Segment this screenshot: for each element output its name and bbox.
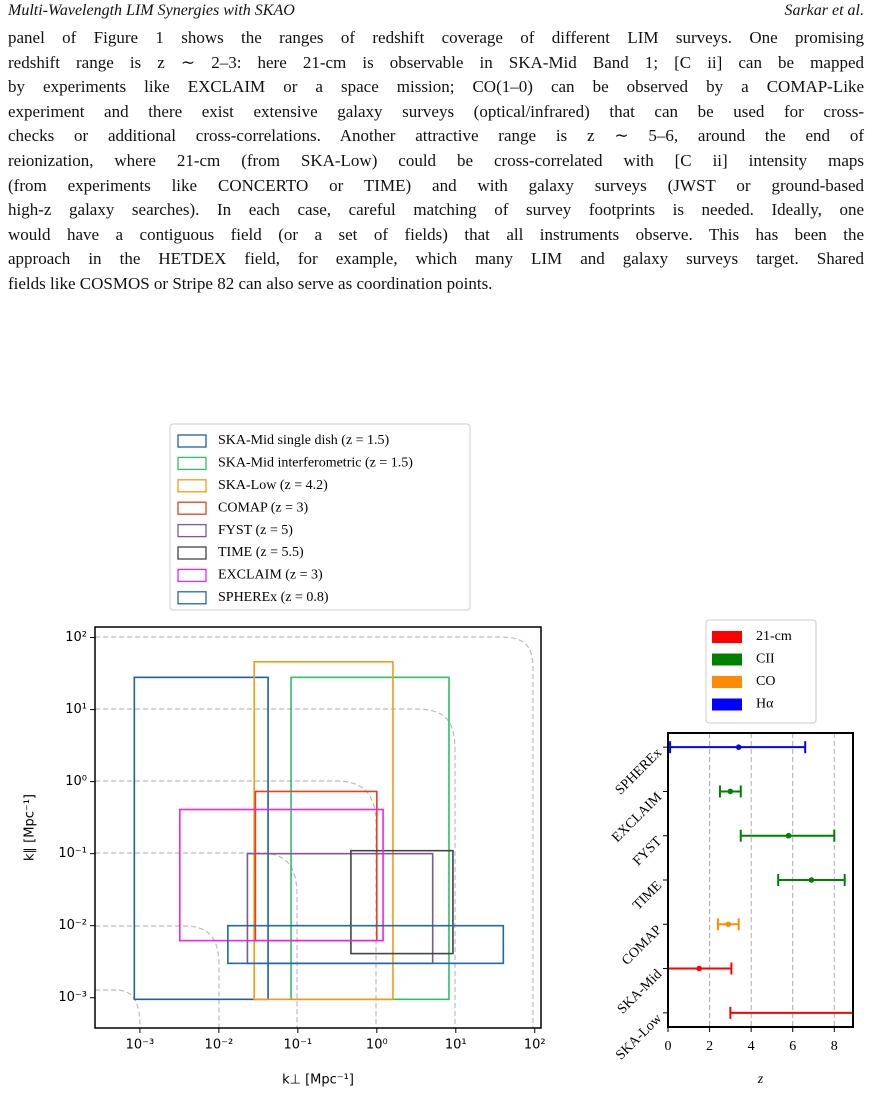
survey-box (246, 852, 434, 965)
plot-frame (94, 626, 542, 1029)
legend-swatch (177, 546, 207, 560)
legend-label: COMAP (z = 3) (218, 500, 309, 515)
legend-swatch (177, 591, 207, 605)
legend-swatch (177, 568, 207, 583)
legend-swatch (712, 631, 742, 643)
legend-label: CII (756, 652, 775, 667)
legend-swatch (177, 479, 207, 493)
error-bars (668, 741, 853, 1019)
y-axis-label: k∥ [Mpc⁻¹] (23, 794, 38, 861)
survey-box (133, 676, 269, 1001)
legend-swatch (177, 523, 207, 538)
text-line: reionization, where 21-cm (from SKA-Low)… (8, 150, 864, 170)
y-tick-label: SKA-Mid (615, 967, 665, 1017)
legend-swatch (712, 698, 742, 711)
y-tick-label: SPHEREx (613, 746, 665, 798)
survey-box (290, 676, 450, 1001)
paragraph: panel of Figure 1 shows the ranges of re… (8, 26, 864, 297)
x-tick-label: 10⁻² (205, 1038, 234, 1053)
y-tick-label: FYST (630, 834, 665, 869)
point (808, 877, 815, 883)
x-tick-label: 4 (748, 1039, 755, 1054)
legend-label: CO (756, 674, 775, 689)
legend-label: SPHEREx (z = 0.8) (218, 590, 329, 605)
legend-label: FYST (z = 5) (218, 523, 293, 538)
text-line: panel of Figure 1 shows the ranges of re… (8, 28, 864, 47)
text-line: checks or additional cross-correlations.… (8, 126, 864, 146)
x-axis-label: z (757, 1072, 764, 1087)
survey-box (254, 790, 378, 942)
text-line: by experiments like EXCLAIM or a space m… (8, 77, 864, 97)
legend-swatch (177, 501, 207, 515)
text-line: would have a contiguous field (or a set … (8, 224, 864, 244)
legend-box (705, 619, 817, 724)
legend-label: SKA-Mid interferometric (z = 1.5) (218, 456, 413, 471)
y-tick-label: SKA-Low (613, 1011, 665, 1063)
text-line: (from experiments like CONCERTO or TIME)… (8, 175, 864, 195)
x-tick-label: 10⁻³ (126, 1038, 155, 1053)
x-tick-label: 2 (706, 1039, 713, 1054)
y-tick-label: 10⁻¹ (58, 846, 87, 861)
x-tick-label: 10⁰ (366, 1038, 388, 1053)
legend-label: EXCLAIM (z = 3) (218, 568, 323, 583)
text-line: high-z galaxy searches). In each case, c… (8, 200, 864, 220)
text-line: redshift range is z ∼ 2–3: here 21-cm is… (8, 52, 864, 72)
legend-swatch (177, 456, 207, 471)
legend-label: SKA-Mid single dish (z = 1.5) (218, 433, 390, 448)
running-authors: Sarkar et al. (784, 2, 864, 19)
y-tick-label: COMAP (619, 923, 665, 969)
text-line: experiment and there exist extensive gal… (8, 101, 864, 121)
legend-box (169, 423, 471, 611)
survey-box (227, 924, 505, 965)
legend-swatch (712, 653, 742, 666)
legend-label: 21-cm (756, 629, 792, 644)
running-title: Multi-Wavelength LIM Synergies with SKAO (8, 2, 295, 19)
x-tick-label: 0 (665, 1039, 672, 1054)
survey-box (350, 849, 454, 955)
survey-box (178, 808, 384, 942)
y-tick-label: 10⁻³ (58, 990, 87, 1005)
x-axis-label: k⊥ [Mpc⁻¹] (282, 1073, 354, 1088)
point (785, 832, 792, 839)
x-tick-label: 6 (789, 1039, 796, 1054)
background-contours (95, 636, 534, 1029)
legend-label: Hα (756, 697, 774, 712)
point (725, 921, 732, 928)
point (696, 965, 702, 972)
y-tick-label: 10⁰ (65, 774, 87, 789)
y-tick-label: 10² (65, 630, 87, 645)
legend-label: TIME (z = 5.5) (218, 545, 304, 560)
point (727, 788, 734, 795)
x-tick-label: 10⁻¹ (284, 1038, 313, 1053)
legend-swatch (712, 676, 742, 688)
y-tick-label: 10⁻² (58, 918, 87, 933)
text-line: approach in the HETDEX field, for exampl… (8, 249, 864, 269)
legend-swatch (177, 434, 207, 448)
legend-label: SKA-Low (z = 4.2) (218, 478, 328, 493)
text-line: fields like COSMOS or Stripe 82 can also… (8, 273, 493, 293)
y-tick-label: 10¹ (65, 702, 87, 717)
x-tick-label: 8 (831, 1039, 838, 1054)
point (735, 744, 742, 750)
y-tick-label: TIME (630, 878, 665, 913)
plot-frame (667, 732, 854, 1028)
x-tick-label: 10¹ (445, 1038, 467, 1053)
survey-box (253, 661, 394, 1001)
x-tick-label: 10² (524, 1038, 546, 1053)
